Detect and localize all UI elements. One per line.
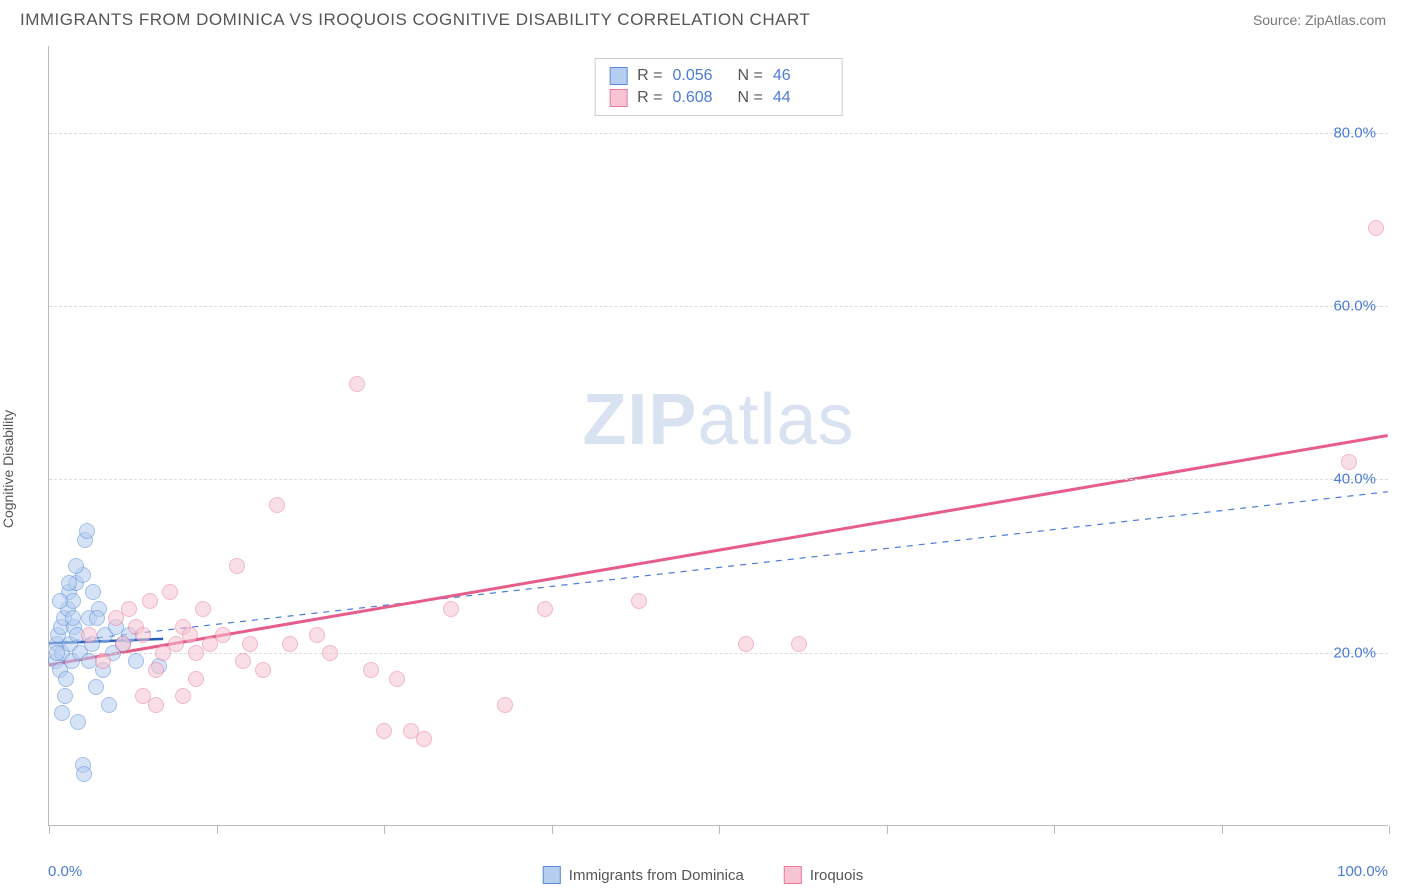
y-axis-label: Cognitive Disability (0, 410, 16, 528)
data-point-series2 (537, 601, 553, 617)
correlation-legend: R = 0.056 N = 46 R = 0.608 N = 44 (594, 58, 843, 116)
data-point-series1 (128, 653, 144, 669)
data-point-series2 (416, 731, 432, 747)
data-point-series2 (182, 627, 198, 643)
y-tick-label: 40.0% (1333, 471, 1376, 488)
data-point-series2 (363, 662, 379, 678)
x-axis-min-label: 0.0% (48, 863, 82, 880)
y-tick-label: 20.0% (1333, 644, 1376, 661)
chart-source: Source: ZipAtlas.com (1253, 12, 1386, 28)
x-tick-mark (887, 826, 888, 834)
data-point-series2 (631, 593, 647, 609)
trend-lines-layer (49, 46, 1388, 825)
data-point-series2 (148, 662, 164, 678)
data-point-series2 (229, 558, 245, 574)
data-point-series1 (85, 584, 101, 600)
data-point-series2 (443, 601, 459, 617)
x-tick-mark (1389, 826, 1390, 834)
data-point-series2 (115, 636, 131, 652)
data-point-series2 (282, 636, 298, 652)
series-legend: Immigrants from Dominica Iroquois (543, 866, 863, 884)
swatch-series2 (609, 89, 627, 107)
data-point-series2 (242, 636, 258, 652)
y-tick-label: 80.0% (1333, 124, 1376, 141)
data-point-series2 (791, 636, 807, 652)
data-point-series2 (162, 584, 178, 600)
gridline-h (49, 306, 1388, 307)
gridline-h (49, 653, 1388, 654)
x-tick-mark (49, 826, 50, 834)
data-point-series2 (148, 697, 164, 713)
watermark: ZIPatlas (582, 379, 854, 461)
swatch-series1 (609, 67, 627, 85)
data-point-series1 (65, 610, 81, 626)
chart-area: Cognitive Disability ZIPatlas R = 0.056 … (0, 36, 1406, 886)
data-point-series2 (349, 376, 365, 392)
data-point-series2 (269, 497, 285, 513)
plot-area: ZIPatlas R = 0.056 N = 46 R = 0.608 N = … (48, 46, 1388, 826)
data-point-series2 (81, 627, 97, 643)
data-point-series2 (389, 671, 405, 687)
data-point-series2 (1368, 220, 1384, 236)
legend-item-series1: Immigrants from Dominica (543, 866, 744, 884)
legend-item-series2: Iroquois (784, 866, 863, 884)
data-point-series1 (58, 671, 74, 687)
data-point-series1 (70, 714, 86, 730)
data-point-series2 (175, 688, 191, 704)
data-point-series1 (79, 523, 95, 539)
data-point-series1 (52, 593, 68, 609)
chart-header: IMMIGRANTS FROM DOMINICA VS IROQUOIS COG… (0, 0, 1406, 36)
data-point-series1 (101, 697, 117, 713)
data-point-series2 (255, 662, 271, 678)
gridline-h (49, 133, 1388, 134)
data-point-series1 (68, 558, 84, 574)
data-point-series2 (142, 593, 158, 609)
x-tick-mark (552, 826, 553, 834)
data-point-series1 (89, 610, 105, 626)
swatch-series1-bottom (543, 866, 561, 884)
data-point-series2 (322, 645, 338, 661)
legend-row-series1: R = 0.056 N = 46 (609, 65, 828, 87)
data-point-series2 (95, 653, 111, 669)
data-point-series1 (49, 645, 65, 661)
data-point-series2 (235, 653, 251, 669)
data-point-series2 (738, 636, 754, 652)
x-tick-mark (217, 826, 218, 834)
data-point-series1 (61, 575, 77, 591)
data-point-series1 (76, 766, 92, 782)
data-point-series1 (88, 679, 104, 695)
data-point-series2 (1341, 454, 1357, 470)
swatch-series2-bottom (784, 866, 802, 884)
gridline-h (49, 479, 1388, 480)
data-point-series2 (376, 723, 392, 739)
legend-row-series2: R = 0.608 N = 44 (609, 87, 828, 109)
x-tick-mark (384, 826, 385, 834)
x-tick-mark (1054, 826, 1055, 834)
data-point-series1 (54, 705, 70, 721)
data-point-series2 (135, 627, 151, 643)
data-point-series2 (497, 697, 513, 713)
y-tick-label: 60.0% (1333, 298, 1376, 315)
data-point-series2 (121, 601, 137, 617)
data-point-series2 (309, 627, 325, 643)
x-tick-mark (719, 826, 720, 834)
x-axis-max-label: 100.0% (1337, 863, 1388, 880)
chart-title: IMMIGRANTS FROM DOMINICA VS IROQUOIS COG… (20, 10, 810, 30)
data-point-series2 (215, 627, 231, 643)
x-tick-mark (1222, 826, 1223, 834)
data-point-series2 (188, 671, 204, 687)
data-point-series1 (57, 688, 73, 704)
data-point-series2 (195, 601, 211, 617)
